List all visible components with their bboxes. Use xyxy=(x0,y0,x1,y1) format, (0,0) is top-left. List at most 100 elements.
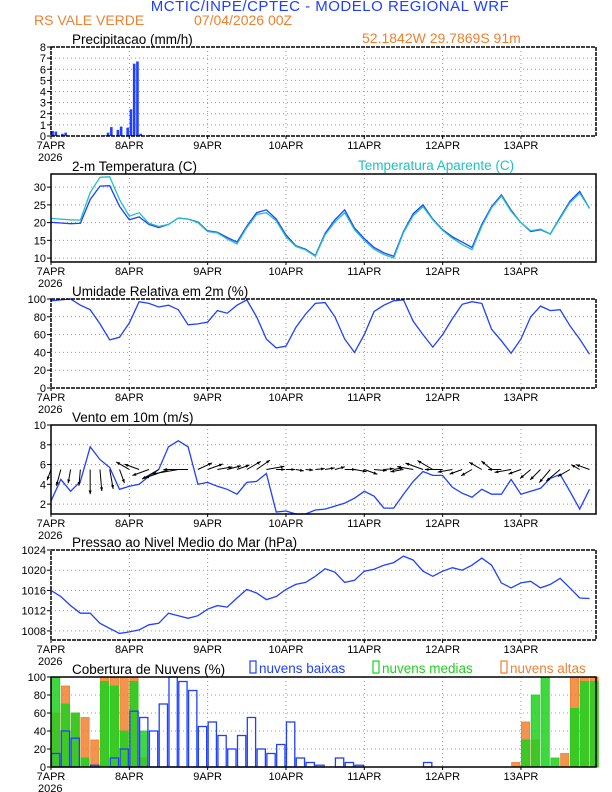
panel-title: Precipitacao (mm/h) xyxy=(72,32,193,47)
x-year-label: 2026 xyxy=(38,404,62,416)
y-tick-label: 0 xyxy=(40,383,46,395)
x-tick-label: 8APR xyxy=(115,140,144,152)
y-tick-label: 2 xyxy=(40,499,46,511)
x-year-label: 2026 xyxy=(38,530,62,542)
wind-arrowhead xyxy=(245,464,250,468)
x-tick-label: 12APR xyxy=(425,392,460,404)
x-tick-label: 13APR xyxy=(504,518,539,530)
cloud-bar-nuvens-baixas xyxy=(266,752,276,768)
cloud-bar-nuvens-baixas xyxy=(197,725,208,768)
cloud-bar-nuvens-medias xyxy=(569,708,580,768)
x-tick-label: 11APR xyxy=(347,266,381,278)
panel-frame xyxy=(50,676,597,768)
legend-swatch xyxy=(500,660,508,674)
y-tick-label: 4 xyxy=(40,87,46,99)
wind-arrowhead xyxy=(424,467,429,472)
y-tick-label: 25 xyxy=(34,200,46,212)
panel-frame xyxy=(50,424,597,515)
wind-arrowhead xyxy=(256,461,261,465)
x-tick-label: 9APR xyxy=(193,266,222,278)
wind-arrowhead xyxy=(237,465,242,469)
x-tick-label: 10APR xyxy=(269,266,304,278)
cloud-bar-nuvens-baixas xyxy=(148,730,159,768)
panel-title: 2-m Temperatura (C) xyxy=(72,159,197,174)
cloud-bar-nuvens-medias xyxy=(521,739,531,768)
cloud-bar-nuvens-altas xyxy=(560,753,570,768)
cloud-bar-nuvens-baixas xyxy=(227,748,237,768)
x-tick-label: 7APR xyxy=(37,644,66,656)
precip-bar xyxy=(110,127,113,136)
x-year-label: 2026 xyxy=(38,278,62,290)
wind-arrowhead xyxy=(340,466,345,470)
wind-arrowhead xyxy=(481,461,486,465)
y-tick-label: 40 xyxy=(34,726,46,738)
x-tick-label: 10APR xyxy=(269,644,304,656)
wind-arrowhead xyxy=(571,464,576,468)
wind-arrowhead xyxy=(508,471,513,475)
y-tick-label: 80 xyxy=(34,690,46,702)
wind-arrowhead xyxy=(207,462,212,466)
x-tick-label: 13APR xyxy=(504,644,539,656)
cloud-bar-nuvens-medias xyxy=(100,681,110,768)
wind-arrowhead xyxy=(362,469,367,473)
cloud-bar-nuvens-baixas xyxy=(178,680,188,768)
wind-arrowhead xyxy=(142,475,147,480)
x-tick-label: 8APR xyxy=(115,392,144,404)
y-tick-label: 60 xyxy=(34,330,46,342)
y-tick-label: 0 xyxy=(40,762,46,774)
panel-0 xyxy=(47,46,597,139)
precip-bar xyxy=(139,133,143,136)
x-tick-label: 7APR xyxy=(37,392,66,404)
x-tick-label: 13APR xyxy=(504,392,539,404)
y-tick-label: 20 xyxy=(34,365,46,377)
y-tick-label: 15 xyxy=(34,235,46,247)
y-tick-label: 30 xyxy=(34,182,46,194)
y-tick-label: 0 xyxy=(40,131,46,143)
panel-5 xyxy=(47,660,599,770)
x-tick-label: 13APR xyxy=(504,771,539,783)
x-tick-label: 7APR xyxy=(37,771,66,783)
cloud-bar-nuvens-baixas xyxy=(246,716,257,768)
x-tick-label: 10APR xyxy=(269,518,304,530)
cloud-bar-nuvens-baixas xyxy=(168,676,178,768)
precip-bar xyxy=(136,61,139,136)
legend-label: Temperatura Aparente (C) xyxy=(358,158,514,173)
y-tick-label: 80 xyxy=(34,312,46,324)
wind-arrowhead xyxy=(320,467,325,471)
precip-bar xyxy=(129,109,133,136)
x-tick-label: 13APR xyxy=(504,266,539,278)
y-tick-label: 4 xyxy=(40,479,46,491)
main-title: MCTIC/INPE/CPTEC - MODELO REGIONAL WRF xyxy=(150,0,510,15)
wind-arrowhead xyxy=(281,467,286,472)
x-tick-label: 12APR xyxy=(425,266,460,278)
wind-arrowhead xyxy=(77,481,81,486)
cloud-bar-nuvens-medias xyxy=(550,757,560,768)
series-line xyxy=(50,176,591,259)
x-tick-label: 11APR xyxy=(347,392,381,404)
wind-arrowhead xyxy=(539,478,543,483)
x-tick-label: 11APR xyxy=(347,771,381,783)
precip-bar xyxy=(54,131,58,136)
panel-1 xyxy=(47,173,597,265)
wind-arrowhead xyxy=(88,490,92,495)
run-label: 07/04/2026 00Z xyxy=(194,12,293,28)
x-tick-label: 12APR xyxy=(425,644,460,656)
x-tick-label: 9APR xyxy=(193,771,222,783)
panel-title: Umidade Relativa em 2m (%) xyxy=(72,284,248,299)
panel-frame xyxy=(50,173,597,263)
legend-swatch xyxy=(372,660,380,674)
cloud-bar-nuvens-medias xyxy=(60,703,70,768)
cloud-bar-nuvens-medias xyxy=(109,685,119,768)
x-tick-label: 7APR xyxy=(37,266,66,278)
x-tick-label: 11APR xyxy=(347,140,381,152)
precip-bar xyxy=(61,133,64,136)
y-tick-label: 1 xyxy=(40,120,46,132)
cloud-bar-nuvens-baixas xyxy=(334,757,345,768)
x-tick-label: 13APR xyxy=(504,140,539,152)
y-tick-label: 5 xyxy=(40,75,46,87)
cloud-bar-nuvens-baixas xyxy=(236,734,247,768)
x-tick-label: 12APR xyxy=(425,771,460,783)
wind-arrowhead xyxy=(110,484,115,489)
wind-arrowhead xyxy=(373,471,378,475)
panel-frame xyxy=(50,549,597,641)
